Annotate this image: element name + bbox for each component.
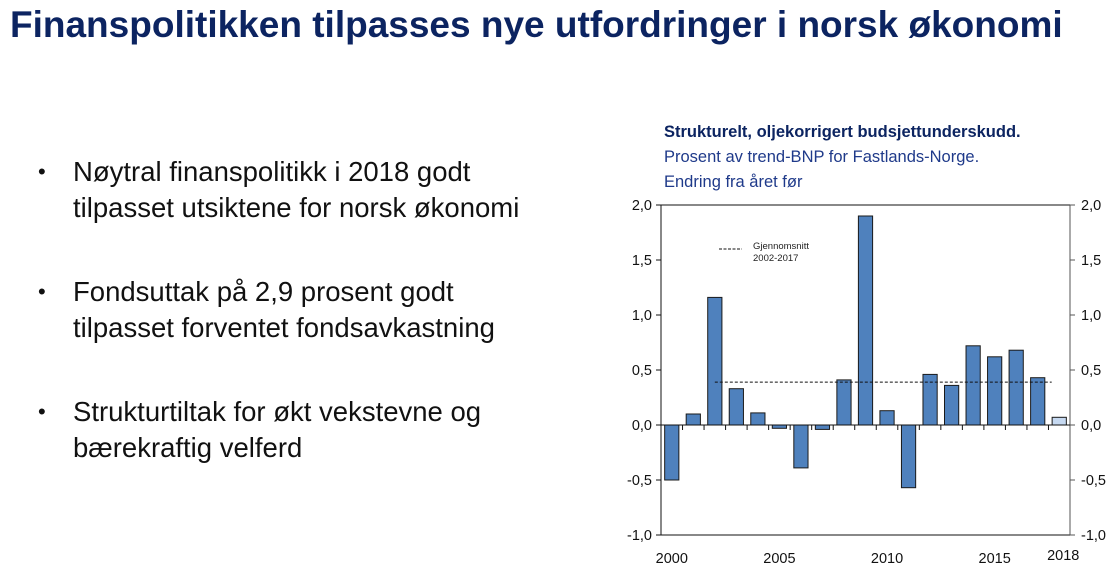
y-tick-label-left: -1,0 <box>627 528 652 544</box>
bullet-item: • Fondsuttak på 2,9 prosent godt tilpasse… <box>38 276 495 343</box>
x-tick-label: 2015 <box>979 551 1011 567</box>
bar-2002 <box>707 296 723 426</box>
svg-text:Gjennomsnitt: Gjennomsnitt <box>753 241 809 252</box>
x-tick-label: 2010 <box>871 551 903 567</box>
bullet-icon: • <box>38 279 46 304</box>
bullet-item: • Nøytral finanspolitikk i 2018 godt tilp… <box>38 156 520 223</box>
chart-subtitle: Prosent av trend-BNP for Fastlands-Norge… <box>664 148 980 166</box>
bar-2006 <box>793 424 809 469</box>
y-tick-label-right: 0,0 <box>1081 418 1101 434</box>
chart-subtitle-2: Endring fra året før <box>664 173 803 191</box>
y-tick-label-right: 2,0 <box>1081 198 1101 214</box>
bar-2013 <box>944 384 960 426</box>
bar-2018 <box>1051 416 1067 426</box>
bar-2010 <box>879 410 895 426</box>
y-tick-label-left: 1,0 <box>632 308 652 324</box>
y-tick-label-left: -0,5 <box>627 473 652 489</box>
y-tick-label-left: 0,0 <box>632 418 652 434</box>
y-tick-label-left: 2,0 <box>632 198 652 214</box>
y-tick-label-right: 1,5 <box>1081 253 1101 269</box>
bullet-icon: • <box>38 159 46 184</box>
chart-title: Strukturelt, oljekorrigert budsjettunder… <box>664 123 1021 141</box>
x-tick-label: 2005 <box>763 551 795 567</box>
y-tick-label-right: -1,0 <box>1081 528 1106 544</box>
bar-2004 <box>750 412 766 426</box>
y-tick-label-left: 0,5 <box>632 363 652 379</box>
bullet-icon: • <box>38 399 46 424</box>
bar-2007 <box>814 424 831 430</box>
bar-2003 <box>728 388 744 426</box>
bar-2011 <box>900 424 917 489</box>
bar-2015 <box>987 356 1003 426</box>
bar-2017 <box>1030 377 1046 426</box>
bar-2016 <box>1008 349 1024 426</box>
svg-text:2002-2017: 2002-2017 <box>753 253 798 264</box>
x-tick-label: 2018 <box>1047 548 1079 564</box>
bar-2001 <box>685 413 701 426</box>
bar-series <box>664 215 1067 489</box>
bar-2014 <box>965 345 981 426</box>
bullet-list: • Nøytral finanspolitikk i 2018 godt tilp… <box>36 154 536 514</box>
bar-2000 <box>664 424 680 481</box>
chart-header: Strukturelt, oljekorrigert budsjettunder… <box>664 120 1021 195</box>
y-tick-label-right: 1,0 <box>1081 308 1101 324</box>
x-tick-label: 2000 <box>656 551 688 567</box>
bar-2009 <box>857 215 874 426</box>
bullet-item: • Strukturtiltak for økt vekstevne og bær… <box>38 396 482 463</box>
y-tick-label-right: -0,5 <box>1081 473 1106 489</box>
slide-title: Finanspolitikken tilpasses nye utfordrin… <box>10 4 1063 45</box>
chart-axes: 2,0 2,0 1,5 1,5 1,0 1,0 0,5 0,5 0,0 0,0 -0,5 -0,5 -1… <box>627 198 1106 567</box>
y-tick-label-left: 1,5 <box>632 253 652 269</box>
bar-2008 <box>836 379 852 426</box>
y-tick-label-right: 0,5 <box>1081 363 1101 379</box>
